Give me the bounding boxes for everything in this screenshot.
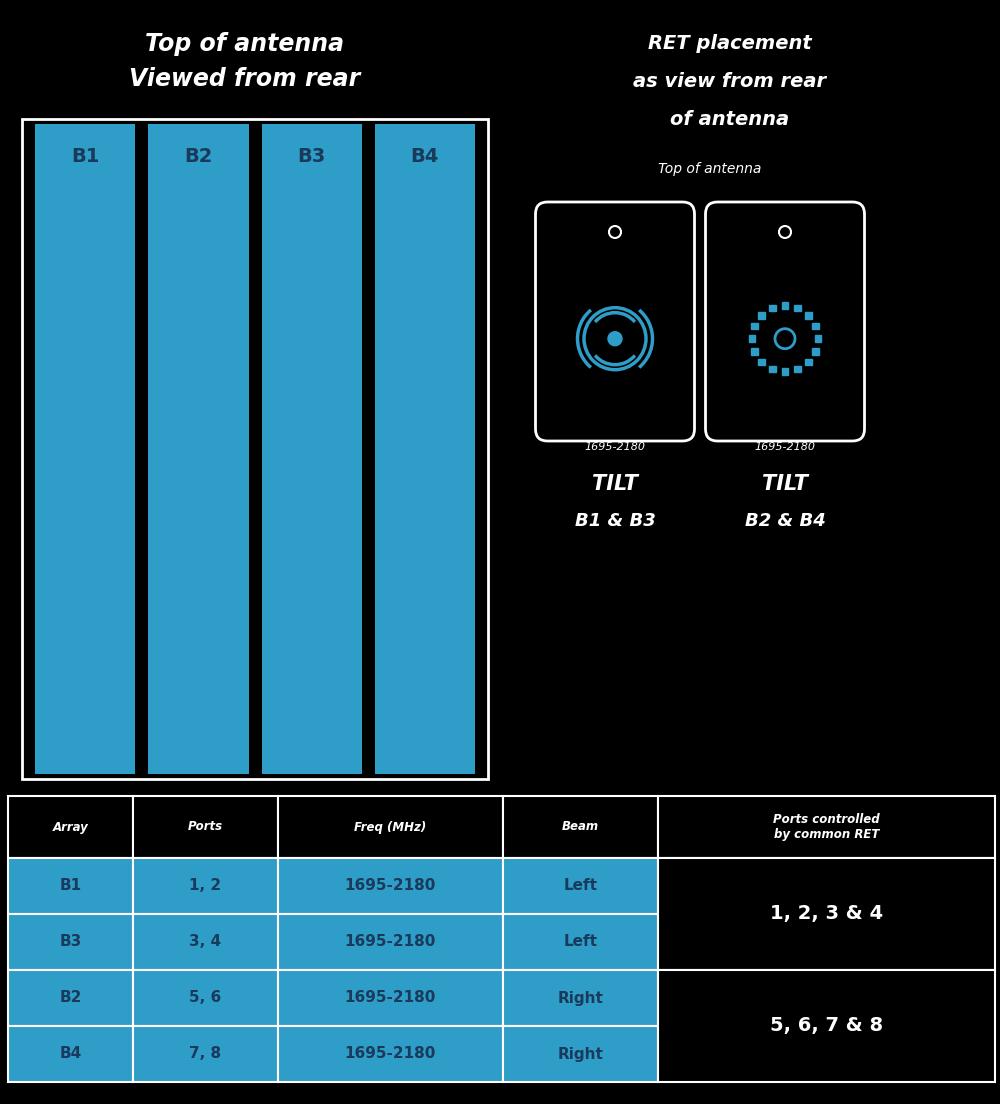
Text: of antenna: of antenna [670, 110, 790, 129]
Bar [751, 348, 758, 354]
Bar [758, 312, 765, 319]
Text: B4: B4 [59, 1047, 82, 1062]
Text: Top of antenna: Top of antenna [658, 162, 762, 176]
Bar [769, 365, 776, 372]
Text: B2: B2 [59, 990, 82, 1006]
FancyBboxPatch shape [278, 970, 503, 1026]
Text: Array: Array [53, 820, 88, 834]
Text: Left: Left [564, 879, 598, 893]
Text: B2 & B4: B2 & B4 [745, 512, 825, 530]
Bar [751, 322, 758, 329]
Text: Ports: Ports [188, 820, 223, 834]
Text: Right: Right [558, 1047, 603, 1062]
FancyBboxPatch shape [8, 1026, 133, 1082]
Bar [758, 359, 765, 365]
Text: 1695-2180: 1695-2180 [345, 879, 436, 893]
FancyBboxPatch shape [133, 858, 278, 914]
Text: 7, 8: 7, 8 [189, 1047, 222, 1062]
FancyBboxPatch shape [8, 914, 133, 970]
Bar [749, 336, 755, 342]
FancyBboxPatch shape [148, 124, 248, 774]
Text: TILT: TILT [762, 474, 808, 493]
FancyBboxPatch shape [278, 914, 503, 970]
Bar [782, 302, 788, 309]
FancyBboxPatch shape [503, 858, 658, 914]
Text: B1: B1 [71, 148, 99, 167]
Bar [812, 322, 819, 329]
FancyBboxPatch shape [658, 970, 995, 1082]
FancyBboxPatch shape [8, 970, 133, 1026]
Text: 5, 6, 7 & 8: 5, 6, 7 & 8 [770, 1017, 883, 1036]
FancyBboxPatch shape [8, 858, 133, 914]
Circle shape [779, 226, 791, 238]
FancyBboxPatch shape [503, 970, 658, 1026]
Bar [794, 365, 801, 372]
Text: 1, 2: 1, 2 [189, 879, 222, 893]
Text: Beam: Beam [562, 820, 599, 834]
Bar [805, 312, 812, 319]
Text: Ports controlled
by common RET: Ports controlled by common RET [773, 813, 880, 841]
FancyBboxPatch shape [262, 124, 362, 774]
Text: 5, 6: 5, 6 [189, 990, 222, 1006]
Circle shape [609, 226, 621, 238]
Text: B1 & B3: B1 & B3 [575, 512, 655, 530]
Text: 1695-2180: 1695-2180 [584, 442, 646, 452]
FancyBboxPatch shape [35, 124, 135, 774]
Text: RET placement: RET placement [648, 34, 812, 53]
FancyBboxPatch shape [503, 796, 658, 858]
Text: Viewed from rear: Viewed from rear [129, 67, 361, 91]
FancyBboxPatch shape [133, 1026, 278, 1082]
Bar [769, 305, 776, 311]
Bar [794, 305, 801, 311]
Bar [815, 336, 821, 342]
FancyBboxPatch shape [8, 796, 133, 858]
Text: B2: B2 [184, 148, 213, 167]
Text: B1: B1 [59, 879, 82, 893]
FancyBboxPatch shape [503, 914, 658, 970]
FancyBboxPatch shape [658, 858, 995, 970]
Text: 3, 4: 3, 4 [189, 934, 222, 949]
FancyBboxPatch shape [133, 970, 278, 1026]
FancyBboxPatch shape [278, 1026, 503, 1082]
Text: TILT: TILT [592, 474, 638, 493]
FancyBboxPatch shape [133, 796, 278, 858]
Text: as view from rear: as view from rear [633, 73, 827, 92]
Text: 1695-2180: 1695-2180 [345, 934, 436, 949]
Bar [805, 359, 812, 365]
Text: Left: Left [564, 934, 598, 949]
Text: Top of antenna: Top of antenna [145, 32, 345, 56]
Text: B3: B3 [298, 148, 326, 167]
Text: B3: B3 [59, 934, 82, 949]
FancyBboxPatch shape [375, 124, 475, 774]
FancyBboxPatch shape [278, 858, 503, 914]
Bar [812, 348, 819, 354]
FancyBboxPatch shape [133, 914, 278, 970]
FancyBboxPatch shape [278, 796, 503, 858]
Bar [782, 369, 788, 375]
Text: Right: Right [558, 990, 603, 1006]
Text: 1695-2180: 1695-2180 [345, 990, 436, 1006]
FancyBboxPatch shape [503, 1026, 658, 1082]
Circle shape [608, 331, 622, 346]
Text: Freq (MHz): Freq (MHz) [354, 820, 427, 834]
Text: B4: B4 [411, 148, 439, 167]
Text: 1695-2180: 1695-2180 [755, 442, 816, 452]
Text: 1695-2180: 1695-2180 [345, 1047, 436, 1062]
FancyBboxPatch shape [658, 796, 995, 858]
Text: 1, 2, 3 & 4: 1, 2, 3 & 4 [770, 904, 883, 924]
